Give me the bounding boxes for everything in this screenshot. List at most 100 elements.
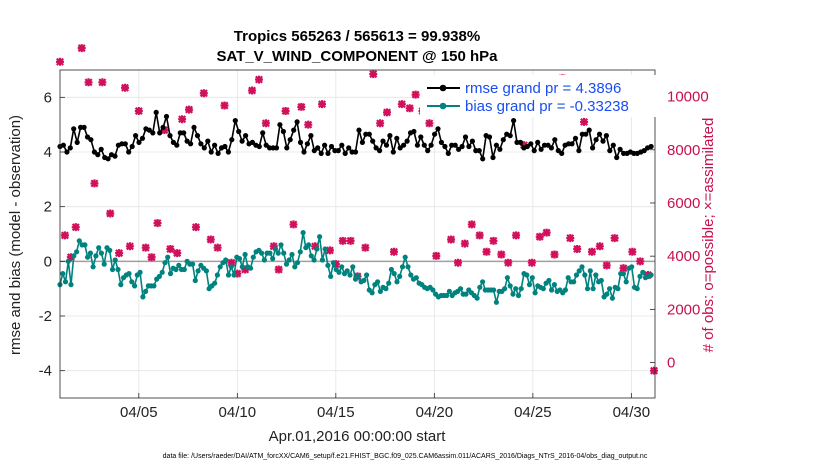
rmse-point	[150, 130, 156, 136]
bias-point	[330, 260, 336, 266]
bias-point	[325, 262, 331, 268]
rmse-point	[98, 146, 104, 152]
rmse-point	[129, 143, 135, 150]
rmse-point	[318, 150, 324, 156]
obs-marker	[220, 101, 229, 110]
rmse-point	[325, 150, 331, 156]
rmse-point	[243, 133, 249, 139]
rmse-point	[425, 148, 431, 154]
rmse-point	[535, 139, 541, 145]
obs-cross	[213, 243, 222, 252]
y-tick-label: 0	[44, 253, 52, 270]
x-tick-label: 04/05	[120, 404, 158, 421]
bias-point	[565, 275, 571, 281]
rmse-point	[428, 142, 434, 148]
y-right-tick-label: 2000	[667, 301, 700, 318]
bias-point	[540, 286, 546, 292]
rmse-point	[517, 139, 524, 145]
obs-cross	[206, 235, 215, 244]
bias-point	[259, 250, 265, 256]
obs-cross	[248, 86, 257, 95]
obs-marker	[106, 209, 115, 218]
obs-marker	[331, 260, 340, 269]
bias-point	[529, 275, 535, 281]
obs-marker	[325, 246, 334, 255]
bias-point	[615, 286, 621, 292]
rmse-point	[136, 139, 142, 145]
bias-point	[270, 256, 276, 262]
obs-marker	[274, 265, 283, 274]
obs-marker	[580, 117, 589, 126]
bias-point	[388, 266, 394, 273]
bias-point	[112, 257, 118, 263]
obs-marker	[125, 242, 134, 251]
bias-point	[620, 271, 627, 277]
obs-marker	[636, 257, 645, 266]
bias-point	[375, 279, 381, 285]
bias-point	[571, 279, 577, 285]
bias-point	[132, 283, 138, 289]
bias-point	[526, 282, 533, 288]
rmse-point	[297, 139, 304, 145]
obs-cross	[220, 101, 229, 110]
obs-cross	[338, 236, 347, 245]
bias-point	[510, 291, 516, 297]
obs-cross	[432, 251, 441, 260]
bias-point	[281, 250, 287, 256]
obs-cross	[636, 257, 645, 266]
y-tick-label: -4	[39, 363, 52, 380]
bias-point	[347, 272, 353, 278]
rmse-point	[322, 142, 328, 148]
obs-marker	[411, 90, 420, 99]
obs-cross	[346, 236, 355, 245]
rmse-point	[356, 127, 362, 133]
bias-point	[413, 275, 419, 281]
obs-cross	[519, 141, 528, 150]
bias-point	[507, 283, 513, 289]
obs-cross	[425, 119, 434, 128]
rmse-point	[569, 141, 575, 147]
rmse-point	[188, 141, 194, 147]
obs-marker	[453, 258, 462, 267]
bias-point	[71, 253, 77, 259]
bias-point	[129, 279, 135, 285]
bias-point	[165, 254, 171, 260]
bias-point	[579, 264, 585, 270]
obs-marker	[166, 245, 175, 254]
rmse-point	[153, 109, 159, 115]
rmse-point	[603, 133, 610, 139]
obs-marker	[650, 366, 659, 375]
bias-point	[504, 275, 510, 281]
rmse-point	[462, 134, 469, 140]
obs-cross	[447, 235, 456, 244]
obs-cross	[274, 265, 283, 274]
bias-point	[242, 251, 248, 258]
rmse-point	[328, 143, 335, 150]
rmse-point	[273, 145, 280, 151]
obs-cross	[227, 258, 236, 267]
obs-marker	[77, 44, 86, 53]
rmse-point	[60, 142, 66, 148]
rmse-point	[456, 146, 462, 152]
rmse-point	[105, 156, 111, 162]
obs-marker	[199, 89, 208, 98]
obs-cross	[460, 239, 469, 248]
rmse-point	[559, 150, 565, 156]
bias-point	[607, 286, 613, 292]
bias-point	[272, 246, 278, 252]
bias-point	[156, 273, 162, 279]
rmse-point	[301, 149, 307, 155]
obs-marker	[98, 78, 107, 87]
bias-point	[322, 246, 328, 252]
rmse-point	[339, 142, 345, 148]
obs-marker	[261, 119, 270, 128]
bias-point	[584, 286, 591, 292]
obs-marker	[71, 223, 80, 232]
obs-marker	[542, 228, 551, 237]
ticks: -4 -2 0 2 4 6 0 2000 4000 6000 8000 10000 04/05 04/10…	[39, 89, 709, 421]
bias-point	[292, 264, 298, 270]
obs-cross	[527, 258, 536, 267]
obs-marker	[248, 86, 257, 95]
obs-marker	[482, 247, 491, 256]
obs-marker	[346, 236, 355, 245]
